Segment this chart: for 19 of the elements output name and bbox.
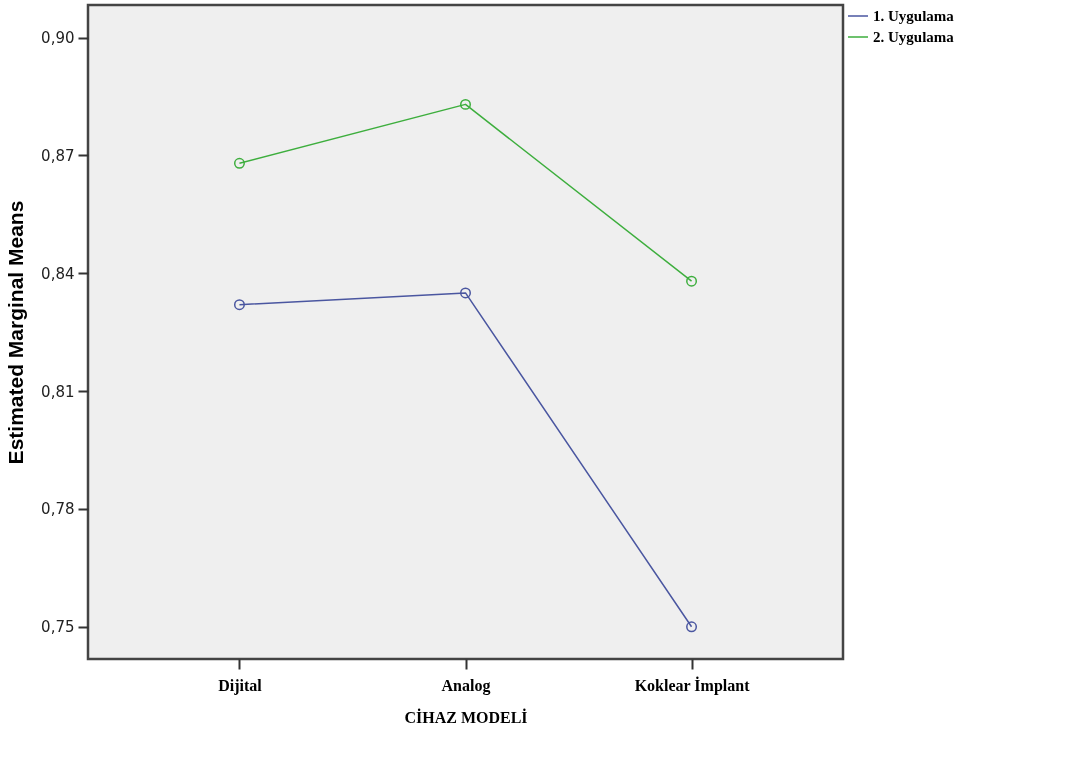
x-tick-label: Dijital <box>218 676 263 695</box>
x-tick-label: Analog <box>441 676 491 695</box>
legend-label: 2. Uygulama <box>873 29 955 45</box>
legend-label: 1. Uygulama <box>873 8 955 24</box>
y-tick-label: 0,87 <box>41 146 75 165</box>
x-axis-title: CİHAZ MODELİ <box>404 707 528 726</box>
x-tick-label: Koklear İmplant <box>634 675 751 695</box>
y-tick-label: 0,78 <box>41 500 75 519</box>
point <box>686 621 698 633</box>
point <box>233 299 245 311</box>
point <box>460 98 471 110</box>
point <box>686 275 698 287</box>
point <box>233 157 245 169</box>
y-tick-label: 0,75 <box>41 618 75 637</box>
y-tick-label: 0,90 <box>41 29 75 48</box>
y-axis-title: Estimated Marginal Means <box>4 200 28 465</box>
y-tick-label: 0,81 <box>41 382 75 401</box>
y-tick-label: 0,84 <box>41 264 75 283</box>
point <box>460 287 471 299</box>
